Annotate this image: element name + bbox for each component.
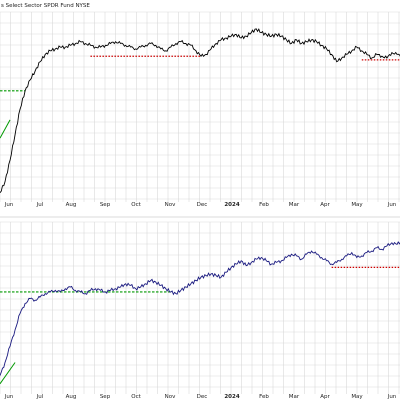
x-tick-label: Dec [197, 202, 208, 208]
x-tick-label: Feb [259, 394, 269, 400]
x-tick-label: Jul [36, 202, 44, 208]
x-tick-label: Apr [320, 394, 330, 400]
x-tick-label: Feb [259, 202, 269, 208]
series-line [0, 28, 400, 193]
trend-line [0, 362, 16, 385]
x-tick-label: Jun [4, 394, 14, 400]
x-tick-label: Jun [387, 394, 397, 400]
x-tick-label: May [351, 202, 363, 208]
x-tick-label: Mar [289, 202, 300, 208]
x-tick-label: May [351, 394, 363, 400]
x-tick-label: Sep [100, 202, 111, 208]
x-tick-label: 2024 [224, 394, 239, 400]
trend-line [0, 119, 11, 139]
price-panel: Jun Jul Aug Sep Oct Nov Dec 2024 Feb Mar Apr May Jun [0, 11, 400, 208]
grid [0, 221, 400, 394]
x-tick-label: Dec [197, 394, 208, 400]
series-line [0, 241, 400, 376]
x-tick-label: Jul [36, 394, 44, 400]
x-tick-label: Nov [165, 394, 176, 400]
x-tick-label: 2024 [224, 202, 239, 208]
x-tick-label: Aug [66, 202, 77, 208]
relative-strength-panel: Jun Jul Aug Sep Oct Nov Dec 2024 Feb Mar Apr May Jun [0, 221, 400, 400]
x-tick-label: Oct [131, 394, 141, 400]
chart-title: s Select Sector SPDR Fund NYSE [1, 3, 90, 9]
x-tick-label: Apr [320, 202, 330, 208]
x-tick-label: Aug [66, 394, 77, 400]
x-tick-label: Nov [165, 202, 176, 208]
x-tick-label: Jun [4, 202, 14, 208]
x-tick-label: Jun [387, 202, 397, 208]
x-tick-label: Oct [131, 202, 141, 208]
x-tick-label: Mar [289, 394, 300, 400]
x-tick-label: Sep [100, 394, 111, 400]
